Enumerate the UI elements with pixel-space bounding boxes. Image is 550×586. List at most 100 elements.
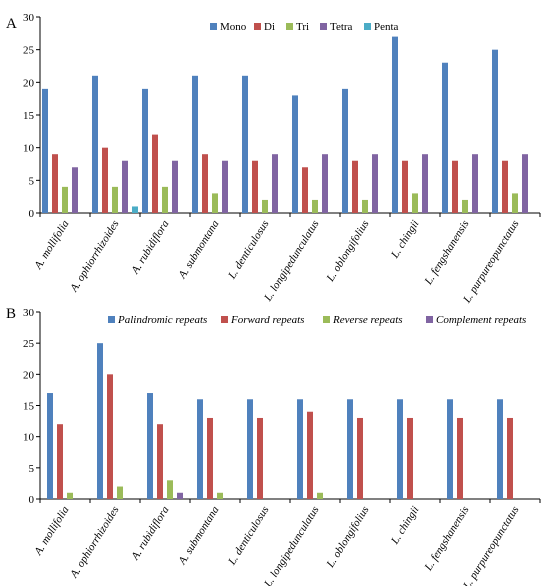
x-category-label: L. fengshanensis: [422, 218, 472, 287]
bar-forward-repeats: [107, 374, 113, 499]
bar-forward-repeats: [57, 424, 63, 499]
legend-swatch: [286, 23, 293, 30]
bar-tetra: [472, 154, 478, 213]
x-category-label: A. ophiorrhizoides: [68, 218, 122, 294]
legend-label: Di: [264, 21, 275, 33]
legend-swatch: [320, 23, 327, 30]
x-category-label: L. chingii: [388, 504, 421, 547]
bar-mono: [192, 75, 198, 213]
bar-tri: [262, 199, 268, 213]
bar-forward-repeats: [157, 424, 163, 499]
legend-label: Penta: [374, 21, 399, 33]
x-category-label: L. chingii: [388, 218, 421, 261]
bar-tetra: [72, 167, 78, 213]
x-category-label: L. purpureopunctatus: [461, 504, 522, 586]
y-tick-label: 15: [23, 401, 35, 413]
x-category-label: A. rubidiflora: [129, 218, 172, 277]
bar-tetra: [372, 154, 378, 213]
bar-di: [52, 154, 58, 213]
y-tick-label: 5: [29, 175, 35, 187]
y-tick-label: 30: [23, 12, 35, 24]
bar-palindromic-repeats: [397, 399, 403, 499]
x-category-label: L. fengshanensis: [422, 504, 472, 573]
legend-swatch: [210, 23, 217, 30]
bar-mono: [492, 49, 498, 213]
bar-tri: [212, 193, 218, 213]
y-tick-label: 20: [23, 369, 35, 381]
y-tick-label: 10: [23, 143, 35, 155]
bar-reverse-repeats: [67, 492, 73, 499]
bar-tetra: [322, 154, 328, 213]
bar-tri: [462, 199, 468, 213]
bar-di: [352, 160, 358, 213]
legend-label: Reverse repeats: [332, 314, 403, 326]
bar-mono: [42, 88, 48, 213]
x-category-label: L. oblongifolius: [324, 504, 372, 570]
bar-forward-repeats: [507, 417, 513, 499]
bar-palindromic-repeats: [297, 399, 303, 499]
x-category-label: L. denticulosus: [226, 218, 272, 282]
y-tick-label: 15: [23, 110, 35, 122]
y-tick-label: 20: [23, 77, 35, 89]
bar-tri: [412, 193, 418, 213]
bar-mono: [292, 95, 298, 213]
bar-forward-repeats: [257, 417, 263, 499]
bar-tri: [162, 186, 168, 213]
bar-palindromic-repeats: [247, 399, 253, 499]
x-category-label: L. purpureopunctatus: [461, 218, 522, 306]
bar-palindromic-repeats: [447, 399, 453, 499]
x-category-label: A. mollifolia: [32, 504, 72, 558]
bar-tetra: [122, 160, 128, 213]
bar-tri: [312, 199, 318, 213]
bar-di: [102, 147, 108, 213]
y-tick-label: 0: [29, 494, 35, 506]
bar-tri: [512, 193, 518, 213]
bar-di: [152, 134, 158, 213]
legend-swatch: [323, 316, 330, 323]
x-category-label: L. oblongifolius: [324, 218, 372, 284]
x-category-label: L. denticulosus: [226, 504, 272, 568]
bar-di: [502, 160, 508, 213]
bar-palindromic-repeats: [347, 399, 353, 499]
legend-label: Tetra: [330, 21, 353, 33]
legend-swatch: [221, 316, 228, 323]
bar-mono: [392, 36, 398, 213]
x-category-label: A. submontana: [176, 504, 222, 568]
bar-reverse-repeats: [167, 480, 173, 499]
bar-mono: [342, 88, 348, 213]
y-tick-label: 30: [23, 307, 35, 319]
panel-label: B: [6, 306, 16, 322]
y-tick-label: 5: [29, 463, 35, 475]
bar-mono: [442, 62, 448, 213]
bar-palindromic-repeats: [197, 399, 203, 499]
bar-complement-repeats: [177, 492, 183, 499]
y-tick-label: 10: [23, 432, 35, 444]
legend-label: Forward repeats: [230, 314, 304, 326]
y-tick-label: 25: [23, 338, 35, 350]
bar-reverse-repeats: [217, 492, 223, 499]
legend-swatch: [426, 316, 433, 323]
bar-tri: [62, 186, 68, 213]
bar-tetra: [172, 160, 178, 213]
x-category-label: L. longipedunculatus: [262, 504, 322, 586]
legend-swatch: [254, 23, 261, 30]
legend-label: Complement repeats: [436, 314, 526, 326]
bar-mono: [242, 75, 248, 213]
bar-forward-repeats: [307, 411, 313, 499]
x-category-label: A. rubidiflora: [129, 504, 172, 563]
y-tick-label: 0: [29, 208, 35, 220]
bar-forward-repeats: [207, 417, 213, 499]
x-category-label: L. longipedunculatus: [262, 218, 322, 304]
bar-tetra: [422, 154, 428, 213]
bar-reverse-repeats: [117, 486, 123, 499]
x-category-label: A. submontana: [176, 218, 222, 282]
legend-label: Mono: [220, 21, 247, 33]
bar-tri: [362, 199, 368, 213]
bar-di: [252, 160, 258, 213]
bar-tetra: [522, 154, 528, 213]
bar-forward-repeats: [357, 417, 363, 499]
bar-di: [302, 167, 308, 213]
